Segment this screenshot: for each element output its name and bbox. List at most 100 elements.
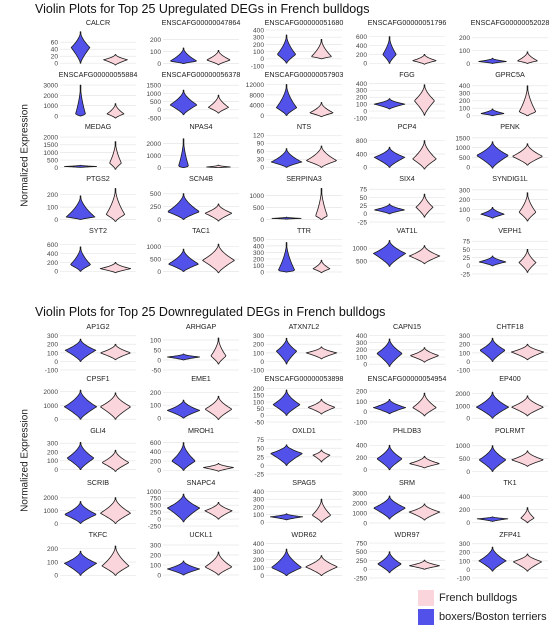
- facet-syt2: SYT2 0 200 400 600: [47, 226, 136, 276]
- violin-french-bulldogs: [518, 192, 537, 222]
- y-tick-label: 0: [157, 357, 161, 364]
- violin-french-bulldogs: [203, 462, 234, 472]
- facet-title: TTR: [297, 226, 311, 235]
- violin-french-bulldogs: [100, 392, 131, 420]
- y-tick-label: 600: [356, 34, 367, 41]
- y-tick-label: 0: [260, 113, 264, 120]
- facet-title: SIX4: [399, 174, 415, 183]
- y-tick-label: 200: [47, 342, 58, 349]
- violin-boxers-boston-terriers: [479, 337, 506, 362]
- y-tick-label: 0: [260, 413, 264, 420]
- y-tick-label: -100: [457, 367, 471, 374]
- y-tick-label: 200: [150, 37, 161, 44]
- violin-boxers-boston-terriers: [373, 98, 406, 110]
- y-tick-label: 1500: [455, 135, 470, 142]
- y-tick-label: 0: [363, 467, 367, 474]
- facet-title: ENSCAFG00000051680: [265, 18, 344, 27]
- violin-french-bulldogs: [101, 545, 130, 576]
- y-tick-label: -100: [457, 575, 471, 582]
- y-tick-label: 100: [459, 350, 470, 357]
- violin-boxers-boston-terriers: [70, 31, 91, 64]
- y-tick-label: 200: [150, 552, 161, 559]
- y-tick-label: 100: [150, 49, 161, 56]
- y-tick-label: 0: [363, 520, 367, 527]
- facet-title: WDR97: [394, 530, 419, 539]
- facet-syndig1l: SYNDIG1L 0 100 200 300: [459, 174, 548, 223]
- violin-boxers-boston-terriers: [64, 338, 97, 362]
- facet-enscafg00000057903: ENSCAFG00000057903 0 4000 8000 12000: [246, 70, 344, 120]
- y-tick-label: 0: [466, 216, 470, 223]
- facet-tkfc: TKFC 0 100 200: [47, 530, 136, 580]
- y-tick-label: 1000: [455, 145, 470, 152]
- violin-french-bulldogs: [415, 193, 434, 218]
- violin-boxers-boston-terriers: [178, 138, 189, 169]
- violin-boxers-boston-terriers: [478, 57, 507, 64]
- violin-french-bulldogs: [202, 243, 235, 274]
- violin-boxers-boston-terriers: [480, 207, 505, 219]
- y-tick-label: 1000: [43, 150, 58, 157]
- facet-title: SNAPC4: [187, 478, 216, 487]
- y-tick-label: 75: [463, 239, 471, 246]
- facet-title: CAPN15: [393, 322, 421, 331]
- violin-boxers-boston-terriers: [269, 513, 304, 521]
- violin-boxers-boston-terriers: [475, 391, 510, 419]
- violin-boxers-boston-terriers: [478, 255, 507, 267]
- violin-french-bulldogs: [409, 455, 440, 469]
- y-tick-label: -50: [254, 419, 264, 426]
- y-tick-label: 1000: [455, 443, 470, 450]
- violin-french-bulldogs: [206, 164, 231, 169]
- facet-title: NPAS4: [189, 122, 212, 131]
- y-tick-label: 300: [47, 441, 58, 448]
- y-tick-label: 100: [253, 350, 264, 357]
- y-tick-label: 200: [253, 504, 264, 511]
- violin-french-bulldogs: [311, 38, 332, 60]
- y-tick-label: 300: [459, 187, 470, 194]
- y-tick-label: 0: [466, 164, 470, 171]
- facet-title: ARHGAP: [186, 322, 217, 331]
- violin-boxers-boston-terriers: [168, 248, 199, 272]
- y-tick-label: 2000: [43, 495, 58, 502]
- y-tick-label: 200: [356, 52, 367, 59]
- facet-serpina3: SERPINA3 0 500 1000: [249, 174, 342, 224]
- y-tick-label: 20: [51, 54, 59, 61]
- y-tick-label: 400: [356, 81, 367, 88]
- y-tick-label: 200: [356, 347, 367, 354]
- violin-french-bulldogs: [511, 395, 544, 417]
- violin-boxers-boston-terriers: [63, 389, 98, 420]
- facet-title: SRM: [399, 478, 415, 487]
- violin-boxers-boston-terriers: [63, 164, 98, 168]
- violin-french-bulldogs: [100, 497, 131, 524]
- violin-french-bulldogs: [309, 102, 334, 118]
- upregulated-panel-title: Violin Plots for Top 25 Upregulated DEGs…: [35, 2, 370, 16]
- facet-ptgs2: PTGS2 0 100 200: [47, 174, 136, 224]
- y-tick-label: 2000: [455, 391, 470, 398]
- violin-french-bulldogs: [408, 245, 441, 265]
- y-tick-label: 500: [253, 237, 264, 244]
- y-tick-label: 300: [253, 333, 264, 340]
- y-tick-label: 1000: [249, 193, 264, 200]
- violin-boxers-boston-terriers: [372, 398, 407, 415]
- y-tick-label: 2000: [352, 500, 367, 507]
- facet-uckl1: UCKL1 0 100 200 300: [150, 530, 239, 579]
- facet-tk1: TK1 0 200 400: [459, 478, 548, 527]
- y-tick-label: 200: [459, 197, 470, 204]
- y-tick-label: 1000: [43, 103, 58, 110]
- y-tick-label: 1500: [43, 142, 58, 149]
- y-tick-label: 25: [463, 255, 471, 262]
- y-tick-label: 400: [150, 449, 161, 456]
- y-tick-label: 30: [257, 157, 265, 164]
- facet-title: SERPINA3: [286, 174, 322, 183]
- y-tick-label: 400: [459, 83, 470, 90]
- y-tick-label: 1000: [352, 246, 367, 253]
- y-tick-label: 750: [356, 540, 367, 547]
- facet-penk: PENK 0 500 1000 1500: [455, 122, 548, 171]
- violin-boxers-boston-terriers: [478, 546, 507, 572]
- y-tick-label: 2000: [43, 134, 58, 141]
- violin-french-bulldogs: [518, 85, 537, 117]
- facet-title: PTGS2: [86, 174, 110, 183]
- y-tick-label: 50: [154, 347, 162, 354]
- y-tick-label: 0: [157, 516, 161, 523]
